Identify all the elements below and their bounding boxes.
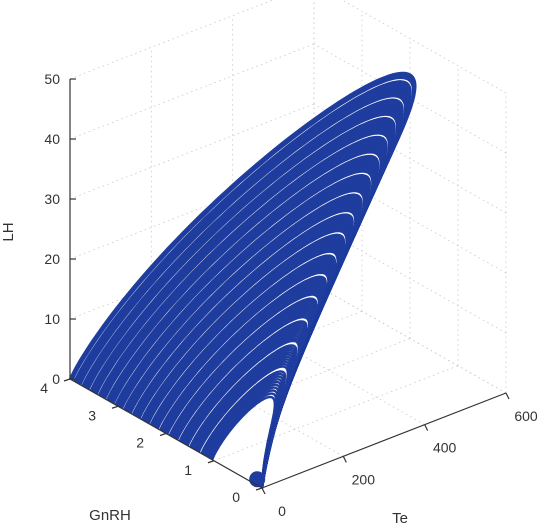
z-tick-label: 50 (44, 71, 60, 87)
grid-line-side-lh (313, 223, 507, 334)
x-axis-title: Te (392, 510, 408, 527)
z-tick-label: 30 (44, 191, 60, 207)
attractor-orbit (68, 71, 417, 489)
grid-line-floor-gnrh (213, 365, 459, 462)
series-attractor (68, 71, 417, 489)
y-tick-label: 3 (88, 407, 96, 423)
y-tick-label-mark (207, 460, 215, 464)
x-tick-label: 600 (514, 408, 538, 424)
x-axis-line (261, 392, 507, 489)
x-tick-label: 0 (278, 503, 286, 519)
grid-line-floor-te (232, 315, 425, 426)
z-tick-label: 40 (44, 131, 60, 147)
y-tick-label: 4 (40, 380, 48, 396)
z-axis-title: LH (0, 222, 17, 241)
y-tick-label: 1 (184, 462, 192, 478)
y-axis-title: GnRH (89, 507, 131, 524)
grid-line-side-lh (341, 0, 507, 94)
z-tick-label: 0 (52, 371, 60, 387)
y-tick-label: 0 (232, 489, 240, 505)
grid-line-back-lh (69, 103, 315, 200)
z-tick-label: 20 (44, 251, 60, 267)
x-tick-label-mark (342, 456, 347, 463)
y-tick-label-mark (111, 405, 119, 409)
grid-line-back-lh (69, 43, 315, 140)
z-tick-label: 10 (44, 311, 60, 327)
y-tick-label-mark (159, 432, 167, 437)
x-tick-label: 400 (433, 440, 457, 456)
y-tick-label: 2 (136, 435, 144, 451)
grid-line-side-lh (313, 103, 507, 214)
x-tick-label: 200 (352, 471, 376, 487)
y-tick-label-mark (255, 487, 263, 491)
grid-line-back-lh (69, 0, 275, 80)
y-tick-label-mark (63, 378, 71, 382)
x-tick-label-mark (505, 392, 510, 400)
grid-line-side-lh (313, 163, 507, 274)
x-tick-label-mark (261, 487, 266, 495)
grid-line-back-lh (69, 163, 315, 260)
grid-line-floor-te (313, 283, 507, 394)
x-tick-label-mark (424, 424, 429, 431)
